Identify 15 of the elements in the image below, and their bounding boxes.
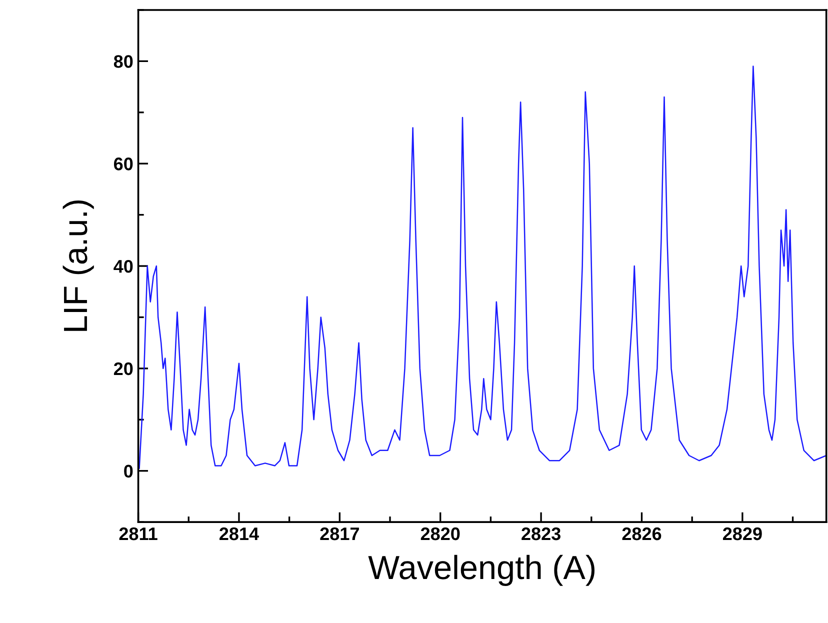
y-axis-title: LIF (a.u.) <box>62 200 94 331</box>
x-tick-label: 2823 <box>522 527 560 540</box>
x-tick-label: 2829 <box>722 527 762 540</box>
x-tick-label: 2826 <box>622 527 662 540</box>
x-tick-label: 2820 <box>420 527 460 540</box>
x-tick-label: 2811 <box>119 527 158 540</box>
y-tick-label: 0 <box>124 464 133 478</box>
x-tick-label: 2814 <box>220 527 259 540</box>
line-series <box>138 66 826 469</box>
x-tick-label: 2817 <box>320 527 359 540</box>
y-tick-label: 20 <box>114 362 133 376</box>
y-tick-label: 40 <box>114 260 133 273</box>
x-axis-title: Wavelength (A) <box>368 554 594 586</box>
y-tick-label: 80 <box>114 55 133 68</box>
y-tick-label: 60 <box>114 158 133 170</box>
